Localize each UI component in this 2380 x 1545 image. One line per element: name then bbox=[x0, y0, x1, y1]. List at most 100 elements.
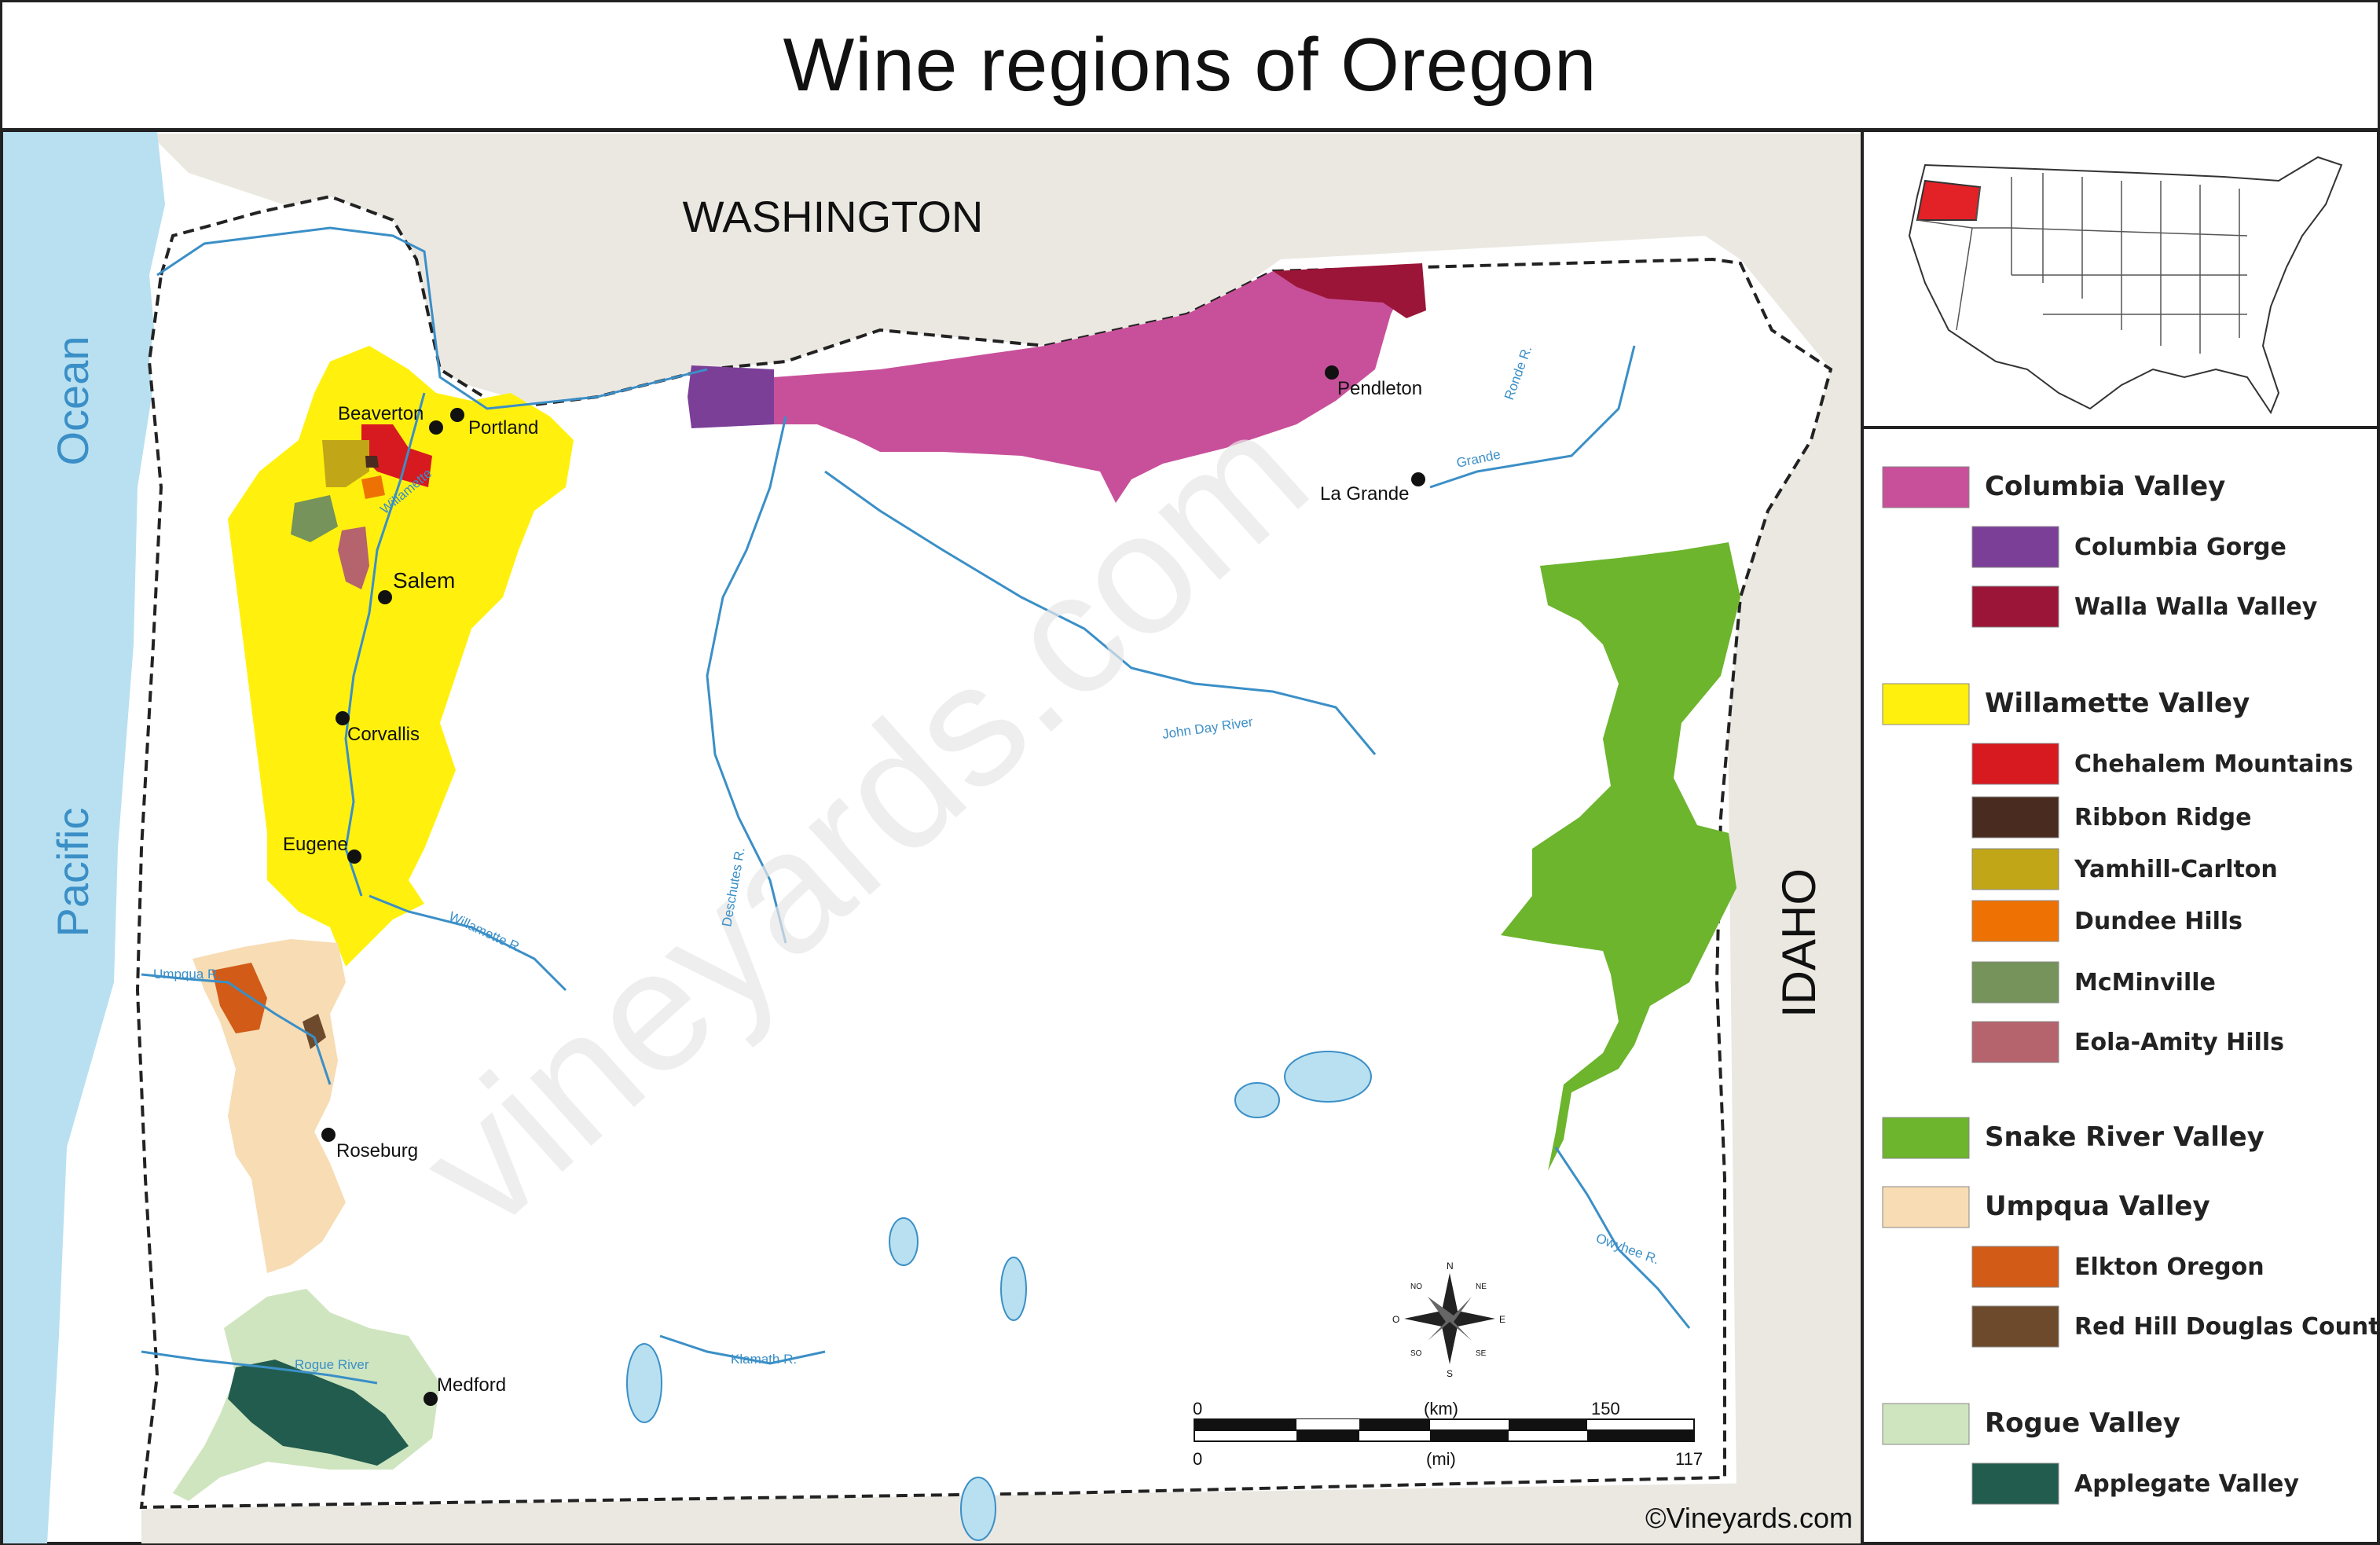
region-ribbon-ridge bbox=[365, 456, 379, 468]
scale-km-max: 150 bbox=[1591, 1399, 1620, 1418]
river-deschutes bbox=[706, 416, 787, 944]
ocean-label: Ocean bbox=[48, 336, 97, 466]
region-elkton-oregon bbox=[212, 963, 267, 1033]
legend-item: Snake River Valley bbox=[1882, 1117, 2264, 1159]
river-grande-ronde bbox=[1429, 345, 1636, 489]
compass-rose: N S E O NE NO SE SO bbox=[1392, 1261, 1505, 1379]
legend-item: Umpqua Valley bbox=[1882, 1186, 2210, 1228]
compass-ne: NE bbox=[1476, 1283, 1487, 1291]
legend-item: Willamette Valley bbox=[1882, 683, 2250, 725]
legend-swatch bbox=[1882, 1403, 1970, 1445]
legend-label: Red Hill Douglas County bbox=[2074, 1313, 2380, 1341]
region-columbia-gorge bbox=[688, 365, 774, 428]
legend: Columbia Valley Columbia Gorge Walla Walla… bbox=[1882, 466, 2380, 1505]
compass-star-diag-icon bbox=[1428, 1297, 1472, 1341]
south-neighbor-area bbox=[141, 1481, 1862, 1543]
legend-swatch bbox=[1971, 526, 2059, 568]
pacific-ocean bbox=[3, 132, 165, 1543]
legend-label: Applegate Valley bbox=[2074, 1470, 2299, 1498]
cities: Portland Beaverton Salem Corvallis Eugen… bbox=[283, 365, 1425, 1406]
legend-swatch bbox=[1971, 743, 2059, 785]
legend-swatch bbox=[1971, 585, 2059, 628]
legend-item: Red Hill Douglas County bbox=[1971, 1305, 2380, 1348]
compass-e: E bbox=[1499, 1314, 1505, 1325]
region-snake-river-valley bbox=[1501, 542, 1740, 1171]
svg-text:Pendleton: Pendleton bbox=[1337, 378, 1422, 399]
legend-item: Columbia Gorge bbox=[1971, 526, 2286, 568]
compass-s: S bbox=[1447, 1368, 1453, 1379]
washington-label: WASHINGTON bbox=[683, 192, 984, 241]
river-willamette bbox=[344, 392, 426, 897]
legend-item: Rogue Valley bbox=[1882, 1403, 2180, 1445]
legend-item: Eola-Amity Hills bbox=[1971, 1021, 2284, 1063]
legend-label: Willamette Valley bbox=[1985, 688, 2250, 719]
legend-label: Umpqua Valley bbox=[1985, 1191, 2210, 1222]
region-red-hill-douglas-county bbox=[303, 1014, 326, 1049]
legend-swatch bbox=[1971, 848, 2059, 890]
page-title: Wine regions of Oregon bbox=[0, 0, 2380, 130]
pacific-label: Pacific bbox=[48, 808, 97, 938]
region-walla-walla-valley bbox=[1273, 263, 1426, 318]
city-pendleton: Pendleton bbox=[1325, 365, 1422, 399]
lake-goose bbox=[960, 1477, 996, 1541]
region-columbia-valley bbox=[774, 267, 1414, 503]
lakes bbox=[626, 1051, 1372, 1541]
scale-km-zero: 0 bbox=[1193, 1399, 1202, 1418]
oregon-map: vineyards.com Pacific Ocean WASHINGTON I… bbox=[0, 130, 2380, 1545]
river-john-day bbox=[824, 470, 1377, 755]
compass-nw: NO bbox=[1410, 1283, 1422, 1291]
svg-text:Salem: Salem bbox=[393, 568, 455, 593]
region-chehalem-mountains bbox=[361, 424, 432, 487]
legend-label: Dundee Hills bbox=[2074, 908, 2242, 935]
legend-item: Walla Walla Valley bbox=[1971, 585, 2318, 628]
scale-bar: 0 (km) 150 0 (mi) 117 bbox=[1193, 1399, 1703, 1469]
legend-item: Ribbon Ridge bbox=[1971, 796, 2251, 839]
legend-label: Columbia Gorge bbox=[2074, 534, 2286, 561]
legend-item: Yamhill-Carlton bbox=[1971, 848, 2278, 890]
lake-malheur bbox=[1284, 1051, 1372, 1103]
city-eugene: Eugene bbox=[283, 834, 361, 864]
legend-label: Chehalem Mountains bbox=[2074, 750, 2353, 778]
legend-swatch bbox=[1971, 1305, 2059, 1348]
river-label-rogue: Rogue River bbox=[295, 1357, 369, 1372]
river-willamette-south bbox=[369, 894, 567, 992]
region-dundee-hills bbox=[361, 475, 385, 499]
legend-swatch bbox=[1971, 1021, 2059, 1063]
legend-item: McMinville bbox=[1971, 961, 2216, 1004]
legend-label: Walla Walla Valley bbox=[2074, 593, 2318, 621]
svg-text:Corvallis: Corvallis bbox=[347, 724, 420, 745]
legend-swatch bbox=[1971, 1462, 2059, 1505]
legend-swatch bbox=[1971, 796, 2059, 839]
river-klamath bbox=[659, 1334, 826, 1365]
compass-se: SE bbox=[1476, 1349, 1487, 1358]
legend-item: Elkton Oregon bbox=[1971, 1246, 2264, 1288]
idaho-label: IDAHO bbox=[1773, 868, 1825, 1018]
svg-text:Roseburg: Roseburg bbox=[336, 1140, 418, 1162]
scale-km-label: (km) bbox=[1424, 1399, 1458, 1418]
usa-inset-map bbox=[1908, 156, 2343, 415]
region-mcminville bbox=[291, 495, 338, 542]
svg-text:Beaverton: Beaverton bbox=[338, 403, 424, 424]
lake-harney bbox=[1234, 1082, 1280, 1118]
city-portland: Portland bbox=[450, 408, 538, 439]
legend-label: Rogue Valley bbox=[1985, 1407, 2180, 1439]
river-umpqua bbox=[141, 973, 332, 1085]
river-label-klamath: Klamath R. bbox=[731, 1352, 797, 1367]
compass-w: O bbox=[1392, 1314, 1399, 1325]
regions bbox=[173, 263, 1740, 1501]
river-label-umpqua: Umpqua R. bbox=[153, 967, 221, 982]
city-salem: Salem bbox=[378, 568, 455, 604]
legend-item: Applegate Valley bbox=[1971, 1462, 2299, 1505]
river-columbia bbox=[156, 226, 708, 410]
copyright-text: ©Vineyards.com bbox=[1645, 1502, 1853, 1534]
legend-item: Dundee Hills bbox=[1971, 900, 2242, 942]
legend-label: Elkton Oregon bbox=[2074, 1253, 2264, 1281]
legend-label: Eola-Amity Hills bbox=[2074, 1029, 2284, 1056]
legend-swatch bbox=[1882, 1186, 1970, 1228]
legend-swatch bbox=[1882, 466, 1970, 508]
svg-text:Portland: Portland bbox=[468, 417, 538, 439]
city-roseburg: Roseburg bbox=[321, 1128, 418, 1162]
legend-swatch bbox=[1971, 1246, 2059, 1288]
lake-summer bbox=[889, 1217, 919, 1266]
legend-swatch bbox=[1882, 683, 1970, 725]
